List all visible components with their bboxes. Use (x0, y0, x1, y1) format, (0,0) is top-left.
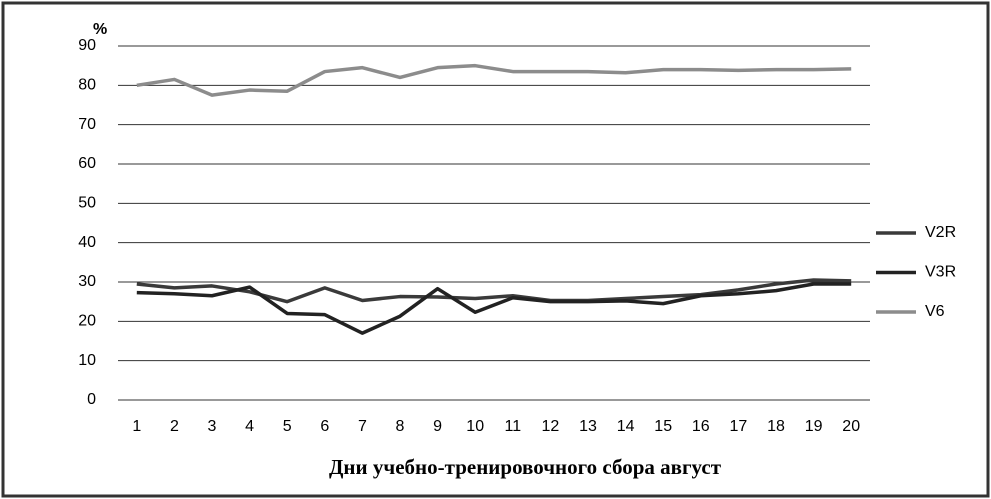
x-tick-label: 2 (170, 418, 179, 435)
y-tick-label: 60 (78, 155, 96, 172)
legend-label: V3R (925, 264, 956, 281)
x-tick-label: 9 (433, 418, 442, 435)
legend-label: V6 (925, 303, 945, 320)
line-series (136, 282, 852, 335)
y-tick-label: 80 (78, 77, 96, 94)
y-tick-label: 40 (78, 234, 96, 251)
y-axis-unit: % (93, 21, 107, 38)
y-tick-label: 70 (78, 116, 96, 133)
x-tick-label: 18 (767, 418, 785, 435)
x-tick-label: 11 (504, 418, 521, 435)
x-tick-label: 13 (579, 418, 597, 435)
x-tick-label: 19 (805, 418, 823, 435)
x-tick-label: 6 (320, 418, 329, 435)
x-tick-label: 5 (283, 418, 292, 435)
y-tick-label: 90 (78, 37, 96, 54)
x-tick-label: 4 (245, 418, 254, 435)
y-tick-label: 30 (78, 273, 96, 290)
x-tick-label: 12 (542, 418, 560, 435)
y-tick-label: 50 (78, 195, 96, 212)
x-tick-label: 3 (208, 418, 217, 435)
x-tick-label: 14 (617, 418, 635, 435)
x-tick-label: 8 (396, 418, 405, 435)
y-tick-label: 0 (87, 391, 96, 408)
x-tick-label: 16 (692, 418, 710, 435)
x-tick-label: 17 (730, 418, 748, 435)
x-tick-label: 10 (466, 418, 484, 435)
y-tick-label: 10 (78, 352, 96, 369)
x-axis-label: Дни учебно-тренировочного сбора август (329, 455, 722, 479)
x-tick-label: 1 (132, 418, 141, 435)
legend-label: V2R (925, 224, 956, 241)
x-tick-label: 20 (842, 418, 860, 435)
x-tick-label: 15 (654, 418, 672, 435)
y-tick-label: 20 (78, 313, 96, 330)
line-series (136, 63, 852, 97)
x-tick-label: 7 (358, 418, 367, 435)
